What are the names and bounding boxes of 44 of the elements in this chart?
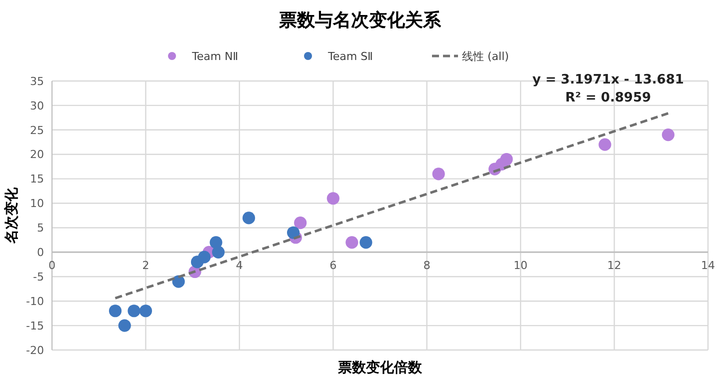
y-tick-label: 35	[30, 74, 44, 88]
legend-label: Team SⅡ	[327, 50, 373, 63]
point	[212, 246, 225, 258]
annotation: y = 3.1971x - 13.681	[532, 72, 684, 88]
y-tick-label: 20	[30, 148, 44, 162]
point	[108, 304, 122, 318]
point	[360, 236, 372, 249]
point	[326, 192, 340, 205]
point	[598, 138, 612, 151]
y-tick-label: 25	[30, 124, 44, 137]
x-tick-label: 2	[142, 259, 150, 272]
point	[662, 128, 674, 142]
x-tick-label: 10	[514, 259, 528, 272]
y-tick-label: 10	[30, 197, 44, 210]
chart-title: 票数与名次变化关系	[278, 10, 442, 31]
point	[139, 304, 152, 318]
point	[242, 212, 256, 224]
y-tick-label: 30	[30, 99, 44, 112]
x-axis-title: 票数变化倍数	[337, 359, 423, 376]
x-tick-label: 14	[701, 259, 715, 272]
point	[198, 250, 211, 264]
x-tick-label: 8	[423, 259, 430, 272]
point	[128, 304, 140, 318]
y-tick-label: -5	[33, 270, 44, 284]
y-tick-label: -15	[26, 319, 44, 332]
y-tick-label: 5	[37, 222, 44, 235]
y-tick-label: -20	[26, 344, 44, 357]
x-tick-label: 0	[48, 259, 56, 272]
point	[294, 216, 307, 230]
point	[118, 319, 131, 332]
y-tick-label: 15	[30, 172, 44, 186]
y-axis-title: 名次变化	[3, 186, 20, 244]
y-tick-label: -10	[26, 294, 44, 308]
point	[432, 168, 445, 180]
x-tick-label: 12	[607, 259, 622, 272]
x-tick-label: 4	[236, 259, 243, 272]
y-tick-label: 0	[37, 246, 44, 260]
legend-label: Team NⅡ	[191, 50, 238, 63]
legend-label: 线性 (all)	[462, 50, 509, 63]
annotation: R² = 0.8959	[565, 90, 652, 106]
x-tick-label: 6	[330, 259, 337, 272]
point	[346, 236, 358, 249]
point	[287, 226, 300, 239]
point	[500, 152, 513, 166]
